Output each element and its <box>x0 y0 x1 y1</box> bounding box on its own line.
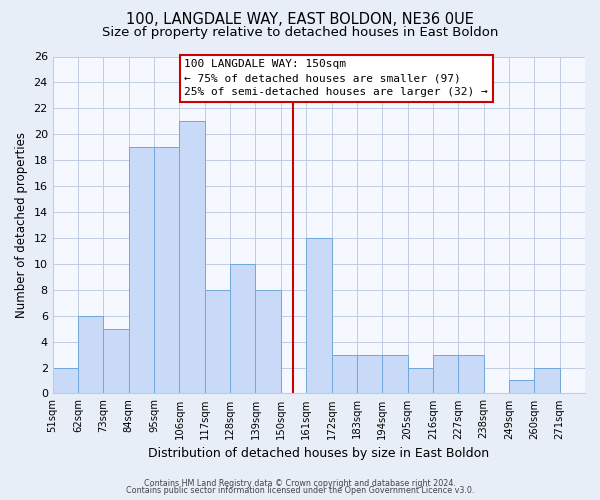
Bar <box>433 354 458 394</box>
Bar <box>179 122 205 394</box>
Bar <box>509 380 535 394</box>
Bar <box>53 368 78 394</box>
Bar <box>357 354 382 394</box>
Bar <box>407 368 433 394</box>
Text: Size of property relative to detached houses in East Boldon: Size of property relative to detached ho… <box>102 26 498 39</box>
Bar <box>332 354 357 394</box>
Text: 100, LANGDALE WAY, EAST BOLDON, NE36 0UE: 100, LANGDALE WAY, EAST BOLDON, NE36 0UE <box>126 12 474 28</box>
Bar <box>154 147 179 394</box>
Bar <box>205 290 230 394</box>
Bar <box>535 368 560 394</box>
X-axis label: Distribution of detached houses by size in East Boldon: Distribution of detached houses by size … <box>148 447 490 460</box>
Bar <box>103 328 129 394</box>
Text: Contains HM Land Registry data © Crown copyright and database right 2024.: Contains HM Land Registry data © Crown c… <box>144 478 456 488</box>
Bar <box>382 354 407 394</box>
Bar <box>230 264 256 394</box>
Bar <box>256 290 281 394</box>
Bar <box>306 238 332 394</box>
Y-axis label: Number of detached properties: Number of detached properties <box>15 132 28 318</box>
Bar <box>458 354 484 394</box>
Text: 100 LANGDALE WAY: 150sqm
← 75% of detached houses are smaller (97)
25% of semi-d: 100 LANGDALE WAY: 150sqm ← 75% of detach… <box>184 59 488 97</box>
Bar <box>78 316 103 394</box>
Text: Contains public sector information licensed under the Open Government Licence v3: Contains public sector information licen… <box>126 486 474 495</box>
Bar <box>129 147 154 394</box>
